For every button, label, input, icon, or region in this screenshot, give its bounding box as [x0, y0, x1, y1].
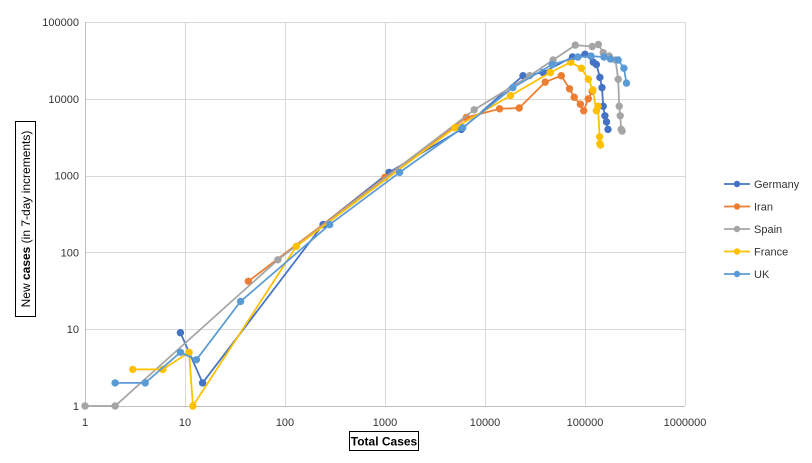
data-point: [176, 348, 185, 356]
data-point: [509, 83, 517, 92]
y-tick-label: 1000: [55, 171, 79, 183]
data-point: [589, 86, 597, 94]
data-point: [574, 53, 582, 61]
data-point: [81, 402, 89, 410]
data-point: [495, 105, 504, 113]
data-point: [244, 277, 253, 285]
x-tick-label: 100000: [567, 417, 604, 429]
data-point: [604, 125, 612, 134]
legend-swatch-marker: [733, 225, 741, 233]
legend-item: UK: [724, 269, 770, 281]
data-point: [111, 402, 119, 410]
legend-label: France: [754, 247, 788, 259]
data-point: [588, 42, 596, 51]
data-point: [622, 79, 631, 87]
y-tick-label: 1: [73, 401, 79, 413]
y-axis-title: New cases (in 7-day increments): [15, 121, 36, 317]
data-point: [576, 100, 585, 108]
data-point: [515, 104, 523, 112]
data-point: [548, 60, 556, 69]
data-point: [571, 41, 579, 49]
data-point: [192, 356, 201, 364]
data-point: [594, 102, 602, 110]
legend-swatch-marker: [733, 203, 741, 210]
data-point: [606, 55, 615, 63]
x-tick-label: 1: [82, 417, 88, 429]
data-point: [470, 106, 478, 114]
x-tick-label: 1000000: [664, 417, 707, 429]
data-point: [451, 124, 459, 132]
data-point: [141, 379, 149, 387]
data-point: [596, 141, 605, 149]
data-point: [584, 95, 592, 103]
data-point: [198, 379, 207, 387]
series-iran: [244, 72, 596, 285]
legend-label: Germany: [754, 179, 800, 191]
legend-swatch-marker: [733, 180, 741, 188]
data-point: [596, 73, 604, 82]
y-tick-label: 100000: [42, 17, 79, 29]
y-axis-title-box: [15, 121, 36, 317]
legend-label: UK: [754, 269, 770, 281]
legend-item: Spain: [724, 224, 782, 236]
data-point: [111, 379, 119, 387]
legend-item: France: [724, 247, 788, 259]
series-uk: [111, 52, 631, 387]
data-point: [565, 85, 574, 93]
data-point: [618, 127, 626, 135]
data-point: [600, 53, 608, 61]
data-point: [620, 64, 628, 72]
legend-label: Iran: [754, 202, 773, 214]
x-tick-label: 100: [276, 417, 294, 429]
x-tick-label: 1000: [373, 417, 397, 429]
data-point: [584, 75, 592, 83]
data-point: [459, 124, 467, 132]
y-tick-label: 100: [61, 247, 79, 259]
data-point: [570, 93, 578, 101]
legend-item: Iran: [724, 202, 773, 214]
data-point: [129, 365, 137, 374]
x-tick-label: 10000: [470, 417, 501, 429]
data-point: [598, 83, 606, 92]
data-point: [595, 133, 604, 141]
data-point: [616, 112, 624, 120]
x-axis-title: Total Cases: [349, 431, 419, 451]
data-point: [614, 75, 622, 83]
data-point: [580, 107, 588, 115]
data-point: [541, 78, 549, 86]
y-tick-label: 10: [67, 324, 79, 336]
data-point: [176, 329, 185, 337]
series-france: [129, 58, 605, 410]
x-axis-title-text: Total Cases: [351, 435, 418, 449]
data-point: [546, 68, 554, 77]
data-point: [326, 220, 334, 229]
data-point: [557, 72, 565, 80]
data-point: [614, 56, 622, 64]
data-point: [592, 60, 601, 69]
data-point: [292, 242, 301, 251]
data-point: [506, 91, 515, 100]
y-axis-title-text: New cases (in 7-day increments): [19, 131, 33, 308]
x-tick-label: 10: [179, 417, 191, 429]
data-point: [274, 256, 282, 264]
data-point: [189, 402, 197, 410]
data-point: [601, 112, 609, 120]
data-point: [395, 168, 404, 177]
data-point: [587, 52, 595, 60]
data-point: [602, 118, 611, 126]
data-point: [594, 40, 603, 49]
legend: Germany Iran Spain France UK: [724, 179, 800, 281]
y-tick-label: 10000: [48, 94, 79, 106]
legend-item: Germany: [724, 179, 800, 191]
legend-label: Spain: [754, 224, 782, 236]
x-axis-title-box: [349, 431, 419, 451]
data-point: [577, 64, 586, 72]
legend-swatch-marker: [733, 248, 741, 255]
data-point: [236, 297, 245, 306]
data-point: [615, 102, 623, 110]
legend-swatch-marker: [733, 270, 741, 278]
